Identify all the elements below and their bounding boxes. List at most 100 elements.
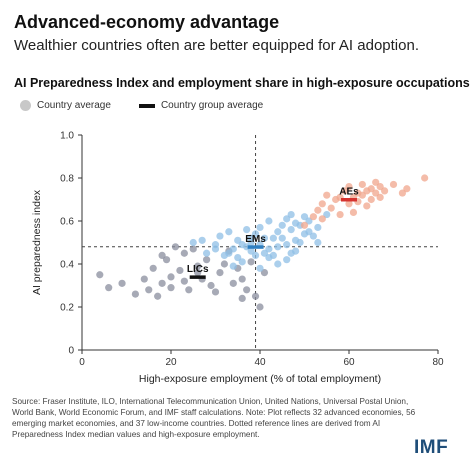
data-point-ae [323, 191, 331, 199]
data-point-em [278, 221, 286, 229]
data-point-lic [229, 279, 237, 287]
data-point-em [234, 236, 242, 244]
data-point-lic [145, 286, 153, 294]
data-point-em [309, 232, 317, 240]
y-tick-label: 0.8 [60, 174, 74, 185]
data-point-lic [162, 256, 171, 264]
x-tick-label: 0 [79, 357, 85, 368]
data-point-em [229, 245, 237, 253]
data-point-em [274, 243, 282, 251]
data-point-lic [118, 279, 126, 287]
data-point-ae [327, 204, 335, 212]
data-point-lic [207, 281, 215, 290]
data-point-ae [381, 187, 389, 195]
data-point-ae [421, 174, 429, 182]
data-point-lic [194, 262, 202, 270]
data-point-em [269, 234, 277, 242]
x-axis-label: High-exposure employment (% of total emp… [139, 373, 381, 385]
data-point-em [278, 234, 286, 242]
y-axis-label: AI preparedness index [31, 189, 43, 295]
data-point-em [203, 249, 211, 257]
data-point-em [216, 232, 224, 240]
data-point-lic [167, 273, 175, 281]
data-point-ae [309, 213, 317, 221]
data-point-ae [318, 200, 326, 208]
data-point-lic [140, 275, 148, 283]
group-average-marker [189, 275, 206, 279]
x-tick-label: 80 [432, 357, 444, 368]
data-point-em [198, 236, 206, 244]
data-point-lic [131, 290, 139, 298]
legend-bar-icon [138, 103, 155, 108]
data-point-lic [189, 245, 197, 253]
data-point-lic [260, 269, 269, 277]
data-point-ae [358, 191, 366, 199]
data-point-ae [376, 183, 384, 191]
data-point-em [189, 238, 197, 247]
data-point-em [247, 238, 255, 247]
legend-dot-icon [20, 100, 31, 111]
data-point-em [265, 245, 273, 253]
group-average-label: LICs [187, 264, 209, 275]
chart-title: AI Preparedness Index and employment sha… [14, 76, 470, 90]
data-point-em [243, 226, 251, 234]
data-point-ae [336, 210, 344, 219]
data-point-em [251, 230, 260, 238]
data-point-ae [300, 221, 309, 229]
group-average-label: EMs [245, 234, 266, 245]
data-point-em [251, 251, 260, 259]
data-point-ae [345, 200, 353, 208]
data-point-em [296, 238, 304, 247]
data-point-em [314, 223, 322, 232]
data-point-ae [403, 185, 411, 193]
data-point-em [256, 264, 264, 272]
data-point-em [238, 258, 246, 266]
data-point-em [287, 226, 295, 234]
data-point-ae [389, 180, 398, 189]
page-title: Advanced-economy advantage [14, 12, 280, 32]
data-point-ae [340, 187, 349, 195]
source-note: Source: Fraser Institute, ILO, Internati… [12, 397, 416, 439]
data-point-ae [349, 208, 358, 216]
data-point-lic [167, 284, 175, 292]
data-point-em [225, 228, 233, 236]
imf-logo: IMF [414, 437, 449, 458]
data-point-em [274, 260, 282, 268]
data-point-em [229, 262, 237, 270]
y-tick-label: 0.4 [60, 260, 74, 271]
data-point-lic [180, 249, 188, 257]
data-point-lic [171, 243, 180, 251]
data-point-ae [363, 202, 371, 210]
data-point-ae [367, 185, 375, 193]
data-point-ae [345, 183, 353, 191]
data-point-ae [376, 193, 384, 201]
data-point-em [265, 217, 273, 225]
data-point-lic [158, 279, 166, 287]
data-point-ae [318, 215, 326, 223]
data-point-em [292, 247, 300, 255]
data-point-lic [149, 264, 157, 272]
legend: Country average Country group average [20, 100, 291, 111]
data-point-em [300, 230, 309, 238]
legend-label-group-average: Country group average [160, 100, 264, 111]
data-point-ae [367, 195, 375, 204]
x-tick-label: 40 [254, 357, 266, 368]
data-point-lic [238, 275, 246, 283]
x-tick-label: 60 [343, 357, 355, 368]
group-average-label: AEs [339, 187, 359, 198]
data-point-lic [154, 292, 162, 300]
data-point-ae [314, 206, 322, 214]
group-average-marker [341, 198, 357, 202]
data-point-em [283, 241, 291, 249]
data-point-em [211, 245, 220, 253]
x-tick-label: 20 [165, 357, 177, 368]
data-point-ae [372, 189, 380, 197]
data-point-em [314, 238, 322, 247]
data-point-lic [247, 258, 255, 266]
data-point-lic [158, 251, 166, 259]
data-point-lic [105, 284, 113, 292]
data-point-em [274, 228, 282, 236]
data-point-lic [216, 269, 224, 277]
data-point-em [247, 247, 255, 255]
